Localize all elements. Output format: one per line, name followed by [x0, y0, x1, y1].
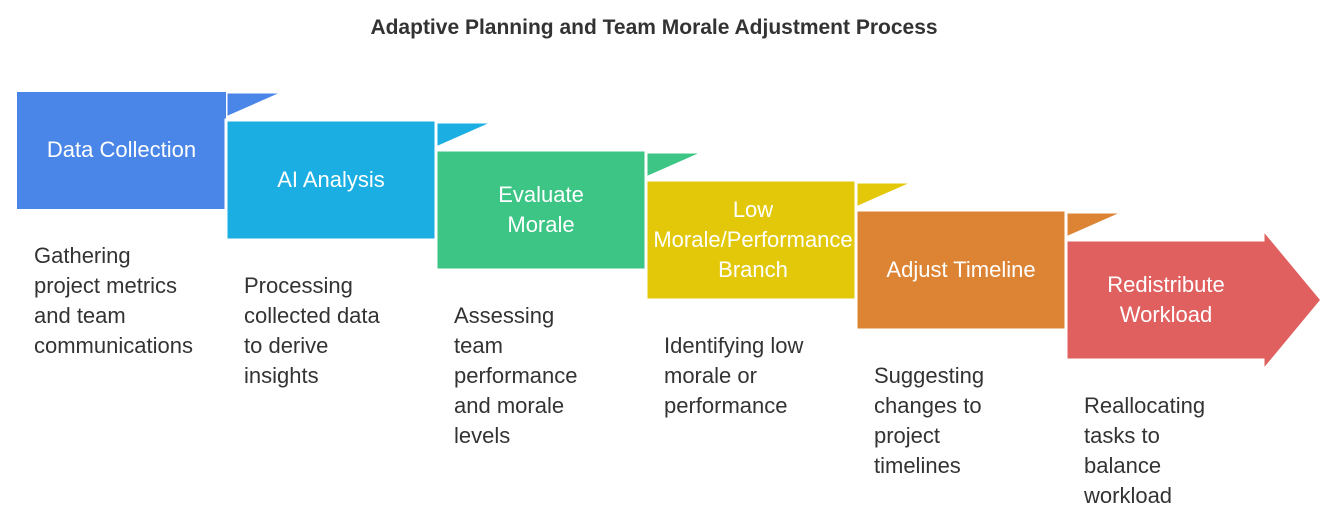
step-6-arrow	[1064, 224, 1324, 376]
step-5-shape	[854, 208, 1068, 332]
step-2-fold	[434, 120, 497, 150]
step-2-label: AI Analysis	[277, 167, 385, 192]
step-3-fold	[644, 150, 707, 180]
step-3-shape	[434, 148, 648, 272]
step-6-description: Reallocating tasks to balance workload	[1084, 393, 1206, 508]
step-5-label: Adjust Timeline	[886, 257, 1036, 282]
step-4-description: Identifying low morale or performance	[664, 333, 804, 418]
step-3-label: Evaluate Morale	[498, 182, 584, 237]
diagram-title: Adaptive Planning and Team Morale Adjust…	[370, 16, 938, 39]
step-4-shape	[644, 178, 858, 302]
step-1-fold	[224, 90, 287, 120]
step-2-shape	[224, 118, 438, 242]
step-5-fold	[1064, 210, 1127, 240]
step-2-description: Processing collected data to derive insi…	[244, 273, 380, 388]
step-1-shape	[17, 92, 226, 209]
step-3-description: Assessing team performance and morale le…	[454, 303, 578, 448]
step-5-description: Suggesting changes to project timelines	[874, 363, 985, 478]
step-6-label: Redistribute Workload	[1107, 272, 1225, 327]
step-4-label: Low Morale/Performance Branch	[653, 197, 853, 282]
step-1-description: Gathering project metrics and team commu…	[34, 243, 193, 358]
step-1-label: Data Collection	[46, 137, 197, 162]
